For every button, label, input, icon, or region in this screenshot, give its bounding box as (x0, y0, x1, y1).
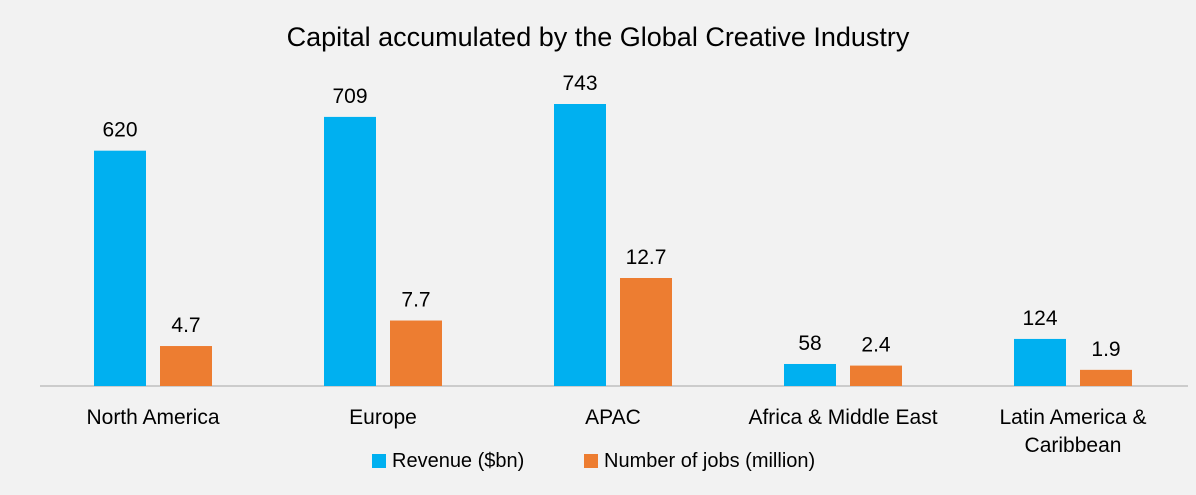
x-tick-label-africa-middle-east: Africa & Middle East (748, 406, 937, 429)
data-label-revenue-bn-africa-middle-east: 58 (798, 332, 821, 355)
ticks-layer: North America Europe APAC Africa & Middle E… (86, 406, 1146, 457)
bar-revenue-bn-latin-america-caribbean (1014, 338, 1066, 386)
bar-revenue-bn-apac (554, 104, 606, 386)
x-tick-label-latin-america-caribbean-line-2: Caribbean (1025, 434, 1122, 457)
data-label-revenue-bn-apac: 743 (562, 72, 597, 95)
legend-label-revenue-bn: Revenue ($bn) (392, 450, 524, 472)
bar-revenue-bn-africa-middle-east (784, 363, 836, 386)
bar-number-of-jobs-million-europe (390, 320, 442, 386)
data-label-number-of-jobs-million-apac: 12.7 (626, 246, 667, 269)
legend: Revenue ($bn) Number of jobs (million) (372, 450, 815, 472)
x-tick-label-apac: APAC (585, 406, 641, 429)
bar-number-of-jobs-million-north-america (160, 346, 212, 386)
bars-layer (94, 104, 1132, 386)
data-label-number-of-jobs-million-north-america: 4.7 (171, 314, 200, 337)
x-tick-label-latin-america-caribbean-line-1: Latin America & (999, 406, 1146, 429)
legend-label-number-of-jobs-million: Number of jobs (million) (604, 450, 815, 472)
x-tick-label-north-america: North America (86, 406, 219, 429)
data-label-revenue-bn-latin-america-caribbean: 124 (1022, 307, 1057, 330)
bar-number-of-jobs-million-apac (620, 278, 672, 386)
data-label-number-of-jobs-million-africa-middle-east: 2.4 (861, 334, 891, 357)
bar-number-of-jobs-million-africa-middle-east (850, 365, 902, 386)
data-label-revenue-bn-europe: 709 (332, 85, 367, 108)
bar-revenue-bn-europe (324, 116, 376, 386)
data-label-number-of-jobs-million-latin-america-caribbean: 1.9 (1091, 338, 1120, 361)
chart-title: Capital accumulated by the Global Creati… (287, 22, 910, 52)
legend-swatch-number-of-jobs-million (584, 454, 598, 468)
labels-layer: 620 4.7 709 7.7 743 12.7 58 2.4 124 1.9 (102, 72, 1120, 361)
legend-swatch-revenue-bn (372, 454, 386, 468)
bar-revenue-bn-north-america (94, 150, 146, 386)
data-label-number-of-jobs-million-europe: 7.7 (401, 289, 430, 312)
data-label-revenue-bn-north-america: 620 (102, 119, 137, 142)
bar-number-of-jobs-million-latin-america-caribbean (1080, 369, 1132, 386)
x-tick-label-europe: Europe (349, 406, 417, 429)
